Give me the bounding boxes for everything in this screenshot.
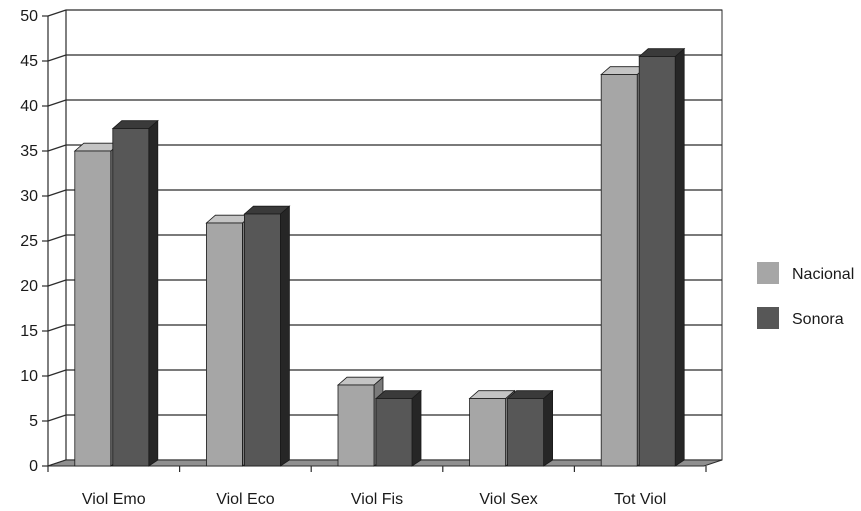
- gridline-side: [47, 234, 67, 242]
- bar-side-face: [411, 389, 422, 467]
- bar-sonora-tot-viol: [638, 47, 686, 467]
- bars-layer: [73, 47, 686, 467]
- y-tick-label: 10: [20, 368, 38, 385]
- bar-front-face: [600, 74, 638, 467]
- x-category-label: Tot Viol: [614, 491, 666, 508]
- y-tick-label: 0: [29, 458, 38, 475]
- gridline-side: [47, 99, 67, 107]
- bar-sonora-viol-sex: [506, 389, 554, 467]
- bar-front-face: [112, 128, 150, 467]
- legend-swatch: [757, 262, 779, 284]
- bar-sonora-viol-fis: [374, 389, 423, 467]
- y-tick-label: 45: [20, 53, 38, 70]
- bar-front-face: [74, 150, 112, 467]
- gridline-side: [47, 189, 67, 197]
- y-tick-label: 30: [20, 188, 38, 205]
- gridline-side: [47, 369, 67, 377]
- x-axis-labels: Viol Emo Viol Eco Viol Fis Viol Sex Tot Viol: [47, 466, 707, 508]
- bar-front-face: [337, 384, 375, 467]
- y-tick-label: 35: [20, 143, 38, 160]
- gridline-side: [47, 279, 67, 287]
- y-tick-label: 15: [20, 323, 38, 340]
- x-category-label: Viol Emo: [82, 491, 146, 508]
- x-category-label: Viol Eco: [216, 491, 275, 508]
- legend: Nacional Sonora: [757, 262, 854, 329]
- gridline-side: [47, 144, 67, 152]
- y-axis: 0 5 10 15 20 25 30 35 40 45 50: [20, 8, 67, 475]
- bar-front-face: [507, 398, 545, 467]
- bar-side-face: [543, 389, 553, 467]
- bar-sonora-viol-emo: [111, 119, 159, 467]
- gridline-side: [47, 414, 67, 422]
- y-tick-label: 40: [20, 98, 38, 115]
- bar-side-face: [279, 205, 290, 467]
- bar-sonora-viol-eco: [243, 205, 291, 467]
- bar-front-face: [205, 222, 243, 467]
- y-tick-label: 5: [29, 413, 38, 430]
- y-tick-label: 25: [20, 233, 38, 250]
- gridline-side: [47, 54, 67, 62]
- bar-front-face: [469, 398, 507, 467]
- legend-item-sonora: Sonora: [757, 307, 844, 329]
- legend-label: Nacional: [792, 266, 854, 283]
- legend-label: Sonora: [792, 311, 844, 328]
- x-category-label: Viol Fis: [351, 491, 403, 508]
- gridline-side: [47, 9, 67, 17]
- bar-front-face: [375, 398, 413, 467]
- bar-front-face: [638, 56, 676, 467]
- x-category-label: Viol Sex: [479, 491, 537, 508]
- legend-item-nacional: Nacional: [757, 262, 854, 284]
- y-tick-label: 20: [20, 278, 38, 295]
- legend-swatch: [757, 307, 779, 329]
- bar-front-face: [243, 213, 281, 467]
- bar-side-face: [148, 119, 159, 467]
- gridline-side: [47, 324, 67, 332]
- bar-side-face: [674, 47, 685, 467]
- y-tick-label: 50: [20, 8, 38, 25]
